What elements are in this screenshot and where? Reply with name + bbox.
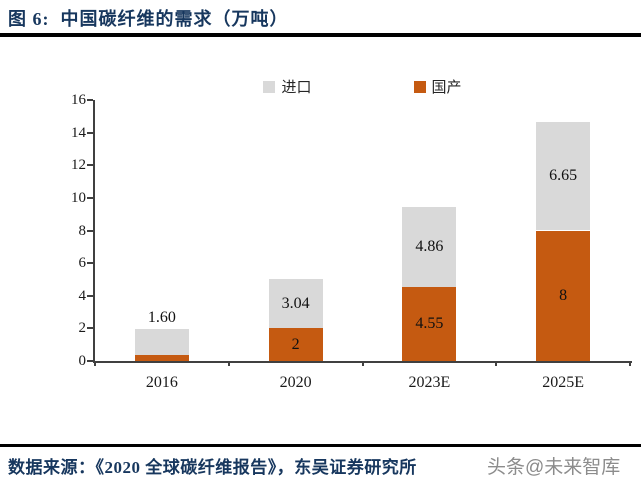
y-axis-tick-label: 4 [78,287,87,304]
bar-value-label: 1.60 [147,308,176,326]
y-axis-tick [87,164,93,167]
y-axis-tick-label: 14 [71,124,86,141]
bar-value-label: 8 [559,286,568,304]
bar-value-label: 4.55 [415,314,444,332]
figure-title: 图 6: 中国碳纤维的需求（万吨） [8,9,289,29]
x-axis-tick [94,361,96,366]
legend-swatch [413,80,426,93]
x-axis-tick [227,361,230,366]
bar-segment-进口 [134,328,189,355]
bar-segment-进口 [268,278,323,329]
top-divider-rule [0,33,641,37]
y-axis-tick-label: 8 [78,222,87,239]
y-axis-tick-label: 2 [78,320,87,337]
legend-item-label: 国产 [431,80,462,96]
y-axis-tick-label: 6 [78,255,87,272]
chart-legend: 进口 国产 [95,76,630,97]
x-axis-category-label: 2025E [542,374,585,391]
y-axis-tick [87,327,93,330]
bar-segment-进口 [536,122,591,231]
watermark-text: 头条@未来智库 [487,457,621,478]
y-axis-tick-label: 10 [71,189,86,206]
x-axis-tick [629,361,631,366]
y-axis-tick-label: 16 [71,92,86,108]
y-axis-tick-label: 12 [71,157,86,174]
data-source-note: 数据来源：《2020 全球碳纤维报告》，东吴证券研究所 [8,458,417,477]
bar-segment-国产 [268,328,323,361]
x-axis-category-label: 2020 [279,374,312,391]
bar-value-label: 3.04 [281,294,310,312]
bar-value-label: 4.86 [415,238,444,256]
y-axis-tick-label: 0 [78,353,87,369]
bar-segment-国产 [134,354,189,361]
y-axis-tick [87,99,93,101]
y-axis-tick [87,294,93,297]
legend-item: 进口 [263,76,312,97]
bar-segment-进口 [402,207,457,287]
y-axis-tick [87,360,93,362]
bar-segment-国产 [536,230,591,361]
legend-swatch [263,80,276,93]
x-axis-tick [495,361,498,366]
legend-item-label: 进口 [281,80,312,96]
y-axis-tick [87,196,93,199]
bar-value-label: 2 [291,335,300,353]
bar-value-label: 6.65 [549,167,578,185]
y-axis-tick [87,229,93,232]
y-axis-tick [87,262,93,265]
y-axis-tick [87,131,93,134]
bottom-divider-rule [0,444,641,447]
legend-item: 国产 [413,76,462,97]
x-axis-category-label: 2016 [145,374,178,391]
x-axis-category-label: 2023E [408,374,451,391]
bar-segment-国产 [402,286,457,361]
x-axis-tick [361,361,364,366]
